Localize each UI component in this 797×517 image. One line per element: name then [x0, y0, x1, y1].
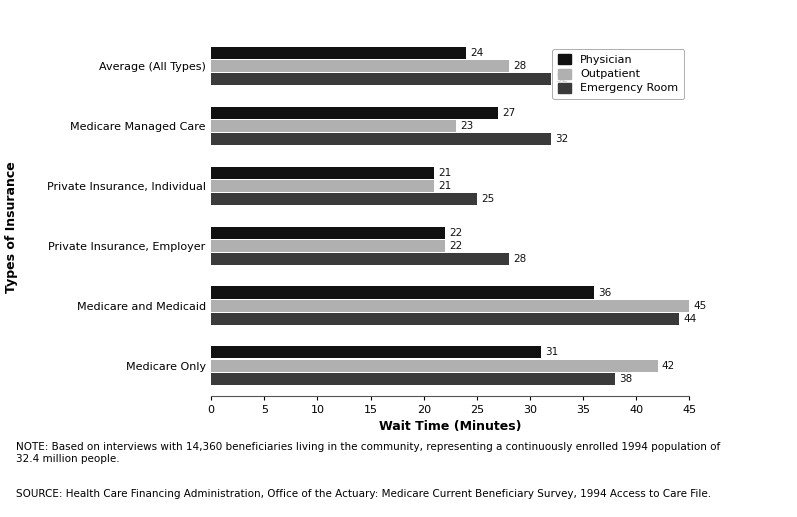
Bar [211, 313, 679, 325]
Text: 27: 27 [502, 108, 516, 118]
Bar [211, 47, 466, 59]
Bar [211, 120, 456, 132]
Bar [211, 226, 445, 239]
Text: 24: 24 [470, 48, 484, 58]
Text: 25: 25 [481, 194, 494, 204]
Bar [211, 180, 434, 192]
Text: 45: 45 [693, 301, 707, 311]
Text: 42: 42 [662, 360, 675, 371]
Text: 23: 23 [460, 121, 473, 131]
Text: 22: 22 [450, 241, 462, 251]
Bar [211, 193, 477, 205]
Text: 21: 21 [438, 181, 452, 191]
Bar [211, 240, 445, 252]
Text: SOURCE: Health Care Financing Administration, Office of the Actuary: Medicare Cu: SOURCE: Health Care Financing Administra… [16, 489, 711, 498]
Text: 31: 31 [545, 347, 558, 357]
Legend: Physician, Outpatient, Emergency Room: Physician, Outpatient, Emergency Room [552, 49, 684, 99]
Text: 44: 44 [683, 314, 697, 324]
Bar [211, 73, 552, 85]
Bar [211, 133, 552, 145]
Text: 21: 21 [438, 168, 452, 178]
Text: 32: 32 [556, 74, 569, 84]
Bar [211, 373, 615, 385]
Bar [211, 300, 689, 312]
Text: 28: 28 [513, 61, 526, 71]
X-axis label: Wait Time (Minutes): Wait Time (Minutes) [379, 420, 521, 433]
Bar [211, 166, 434, 179]
Bar [211, 253, 508, 265]
Text: NOTE: Based on interviews with 14,360 beneficiaries living in the community, rep: NOTE: Based on interviews with 14,360 be… [16, 442, 720, 464]
Bar [211, 286, 594, 298]
Bar [211, 60, 508, 72]
Bar [211, 346, 540, 358]
Bar [211, 107, 498, 119]
Text: 36: 36 [598, 287, 611, 297]
Text: 32: 32 [556, 134, 569, 144]
Text: Types of Insurance: Types of Insurance [6, 162, 18, 293]
Text: 38: 38 [619, 374, 633, 384]
Text: 28: 28 [513, 254, 526, 264]
Text: 22: 22 [450, 227, 462, 238]
Bar [211, 359, 658, 372]
